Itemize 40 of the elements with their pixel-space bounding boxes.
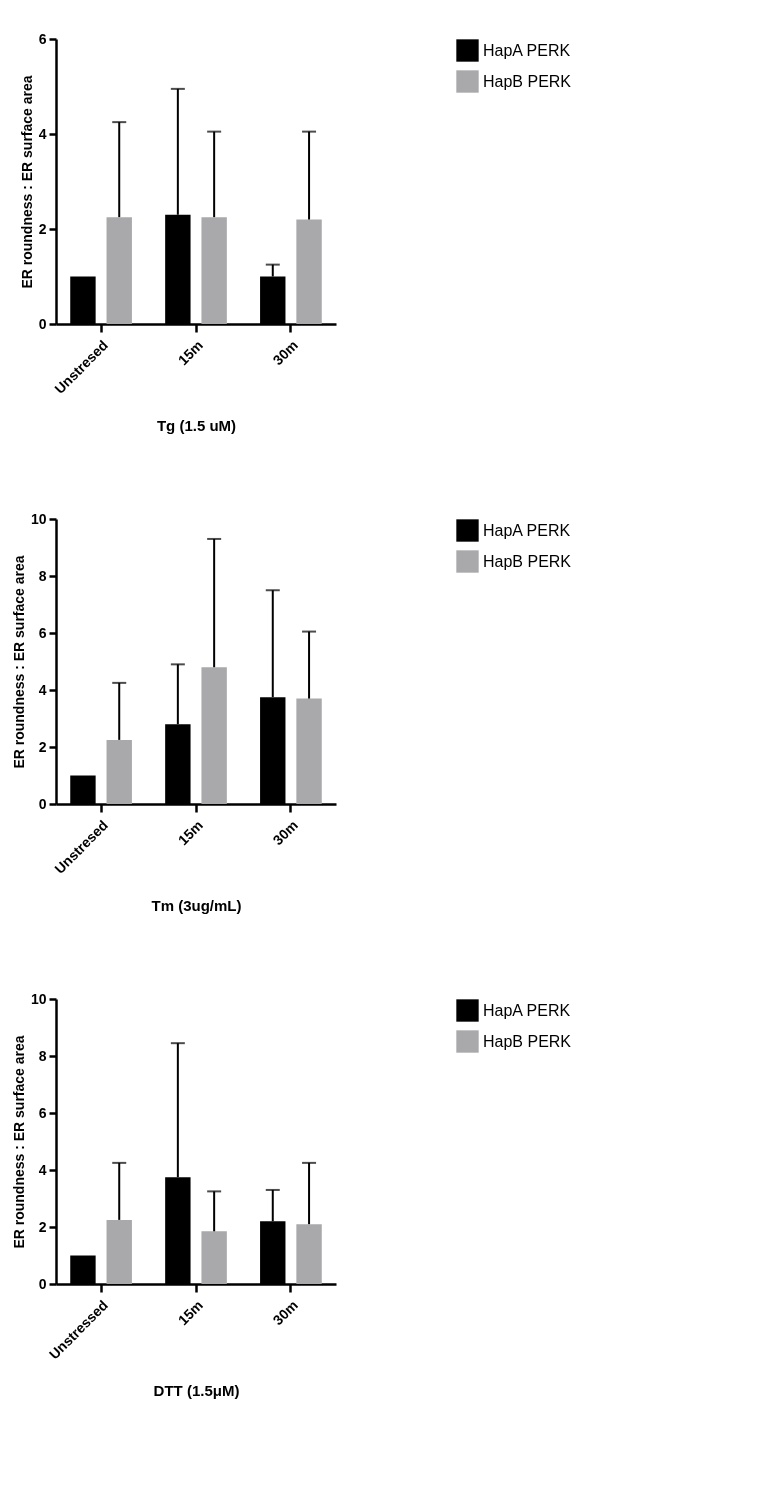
y-tick-label: 0 bbox=[38, 315, 47, 332]
legend-label: HapA PERK bbox=[483, 1001, 571, 1019]
bar bbox=[106, 739, 132, 804]
y-tick-label: 6 bbox=[38, 624, 47, 641]
x-tick-label: 30m bbox=[269, 1297, 301, 1329]
y-tick-label: 0 bbox=[38, 1275, 47, 1292]
y-tick-label: 8 bbox=[38, 1047, 47, 1064]
y-tick-label: 10 bbox=[30, 510, 47, 527]
bar bbox=[296, 1224, 322, 1284]
bar bbox=[201, 217, 227, 324]
legend-label: HapA PERK bbox=[483, 521, 571, 539]
y-axis-title: ER roundness : ER surface area bbox=[18, 75, 35, 289]
y-tick-label: 2 bbox=[38, 738, 47, 755]
y-tick-label: 4 bbox=[38, 681, 47, 698]
bar bbox=[106, 1219, 132, 1284]
y-axis-title: ER roundness : ER surface area bbox=[10, 555, 27, 769]
x-tick-label: 30m bbox=[269, 337, 301, 369]
x-axis-title: DTT (1.5μM) bbox=[153, 1382, 240, 1400]
y-tick-label: 6 bbox=[38, 1104, 47, 1121]
y-tick-label: 2 bbox=[38, 1218, 47, 1235]
legend-label: HapB PERK bbox=[483, 552, 572, 570]
legend-label: HapB PERK bbox=[483, 1032, 572, 1050]
y-tick-label: 8 bbox=[38, 567, 47, 584]
y-tick-label: 10 bbox=[30, 990, 47, 1007]
y-axis-title: ER roundness : ER surface area bbox=[10, 1035, 27, 1249]
x-tick-label: 30m bbox=[269, 817, 301, 849]
bar bbox=[201, 667, 227, 804]
legend-label: HapB PERK bbox=[483, 72, 572, 90]
bar bbox=[296, 219, 322, 324]
y-tick-label: 4 bbox=[38, 125, 47, 142]
y-tick-label: 4 bbox=[38, 1161, 47, 1178]
y-tick-label: 6 bbox=[38, 30, 47, 47]
bar bbox=[296, 698, 322, 804]
y-tick-label: 0 bbox=[38, 795, 47, 812]
x-axis-title: Tm (3ug/mL) bbox=[151, 896, 242, 914]
bar bbox=[201, 1231, 227, 1284]
legend-label: HapA PERK bbox=[483, 41, 571, 59]
x-axis-title: Tg (1.5 uM) bbox=[156, 416, 237, 434]
y-tick-label: 2 bbox=[38, 220, 47, 237]
bar bbox=[106, 217, 132, 324]
